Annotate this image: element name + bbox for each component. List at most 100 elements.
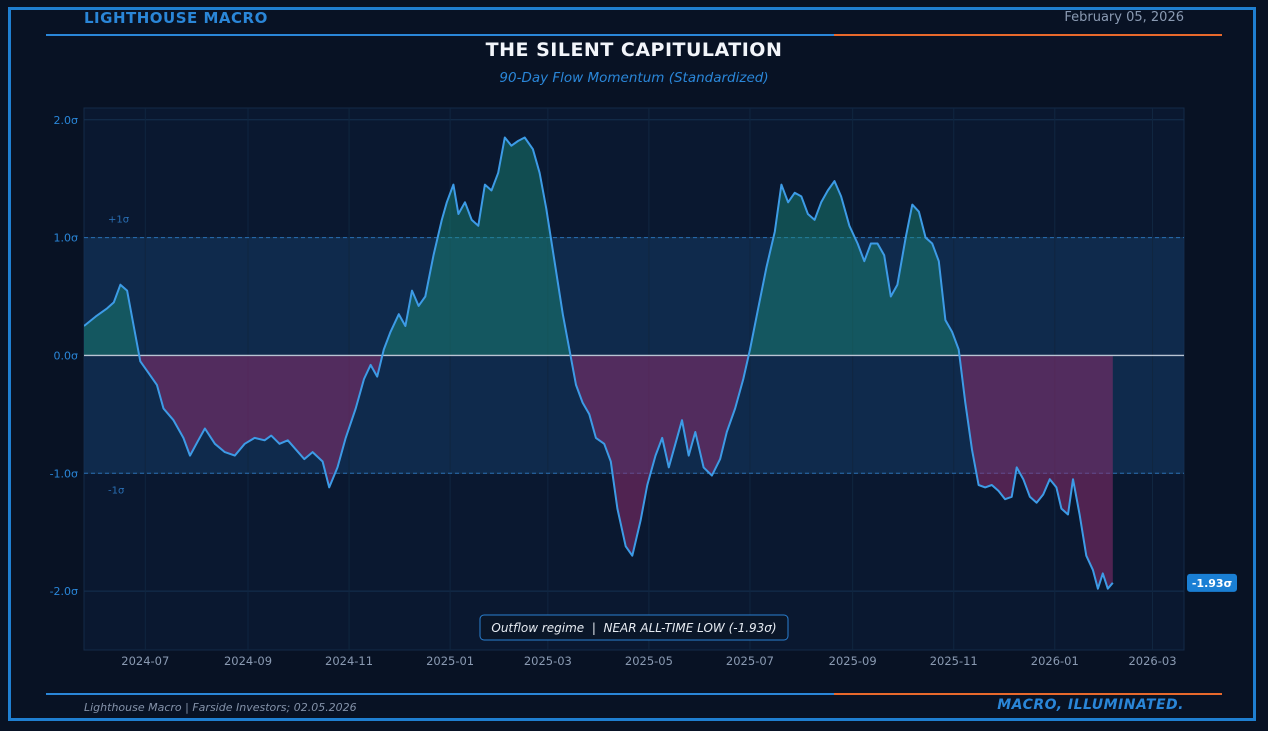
data-point [545,207,547,209]
data-point [106,307,108,309]
data-point [964,402,966,404]
data-point [464,201,466,203]
data-point [303,458,305,460]
data-point [726,431,728,433]
data-point [582,402,584,404]
data-point [172,419,174,421]
data-point [631,555,633,557]
data-point [355,407,357,409]
data-point [978,484,980,486]
data-point [595,437,597,439]
x-tick-label: 2026-01 [1031,654,1079,668]
data-point [800,195,802,197]
data-point [951,331,953,333]
x-tick-label: 2025-07 [726,654,774,668]
data-point [719,458,721,460]
data-point [757,307,759,309]
header-rule-orange [834,34,1222,36]
data-point [562,313,564,315]
data-point [1011,496,1013,498]
y-tick-label: 2.0σ [54,114,78,127]
data-point [214,443,216,445]
data-point [376,376,378,378]
data-point [1085,555,1087,557]
data-point [504,136,506,138]
data-point [524,136,526,138]
band-label: +1σ [108,215,130,226]
footer-tagline: MACRO, ILLUMINATED. [997,697,1184,713]
x-tick-label: 2025-05 [625,654,673,668]
data-point [734,407,736,409]
data-point [984,486,986,488]
data-point [83,325,85,327]
data-point [328,486,330,488]
data-point [471,219,473,221]
data-point [1079,514,1081,516]
data-point [668,466,670,468]
data-point [139,360,141,362]
data-point [287,439,289,441]
positive-area [84,137,960,355]
data-point [1036,502,1038,504]
data-point [113,301,115,303]
data-point [971,449,973,451]
data-point [254,437,256,439]
data-point [1049,478,1051,480]
x-tick-label: 2026-03 [1128,654,1176,668]
footer-rule-orange [834,693,1222,695]
data-point [794,192,796,194]
data-point [840,195,842,197]
data-point [863,260,865,262]
data-point [452,184,454,186]
data-point [944,319,946,321]
data-point [163,407,165,409]
data-point [553,260,555,262]
series-line [84,136,1114,590]
y-tick-label: -1.0σ [50,467,78,480]
data-point [1072,478,1074,480]
data-point [95,316,97,318]
data-point [625,545,627,547]
data-point [674,443,676,445]
x-tick-label: 2025-01 [426,654,474,668]
data-point [1107,588,1109,590]
x-tick-label: 2024-07 [121,654,169,668]
data-point [827,189,829,191]
data-point [931,243,933,245]
data-point [703,466,705,468]
data-point [911,204,913,206]
annotation-box: Outflow regime | NEAR ALL-TIME LOW (-1.9… [479,614,789,641]
footer-rule-blue [46,693,834,695]
data-point [588,413,590,415]
band-label: -1σ [108,485,125,496]
data-point [833,180,835,182]
data-point [925,237,927,239]
data-point [1092,569,1094,571]
data-point [896,284,898,286]
data-point [807,213,809,215]
data-point [383,349,385,351]
data-point [688,455,690,457]
data-point [1042,493,1044,495]
data-point [877,243,879,245]
data-point [774,231,776,233]
data-point [491,189,493,191]
data-point [787,201,789,203]
x-tick-label: 2024-11 [325,654,373,668]
data-point [189,455,191,457]
data-point [204,427,206,429]
data-point [270,435,272,437]
last-value-badge: -1.93σ [1187,573,1237,592]
data-point [991,484,993,486]
data-point [244,443,246,445]
data-point [441,219,443,221]
data-point [890,296,892,298]
data-point [197,439,199,441]
data-point [848,225,850,227]
data-point [870,243,872,245]
data-point [497,172,499,174]
data-point [264,439,266,441]
data-point [322,460,324,462]
data-point [363,378,365,380]
